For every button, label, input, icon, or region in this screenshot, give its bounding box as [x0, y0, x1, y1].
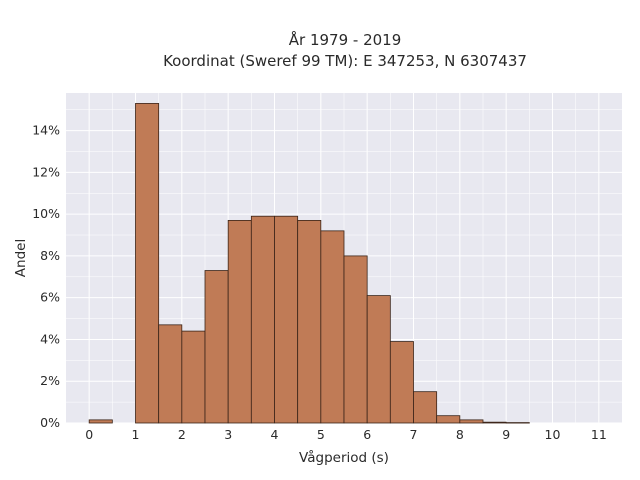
x-tick-label-4: 4: [271, 427, 279, 442]
y-tick-label-1: 2%: [40, 373, 60, 388]
x-tick-label-1: 1: [132, 427, 140, 442]
bar-10: [343, 255, 368, 424]
bar-2: [158, 324, 183, 424]
y-tick-label-4: 8%: [40, 248, 60, 263]
y-axis-label: Andel: [13, 239, 29, 277]
y-tick-label-0: 0%: [40, 415, 60, 430]
x-tick-label-6: 6: [363, 427, 371, 442]
y-tick-label-5: 10%: [32, 206, 60, 221]
bar-16: [482, 421, 507, 424]
x-tick-labels: 0 1 2 3 4 5 6 7 8 9 10 11: [85, 427, 607, 442]
bar-0: [88, 419, 113, 424]
y-tick-label-2: 4%: [40, 331, 60, 346]
bar-14: [436, 415, 461, 424]
x-tick-label-10: 10: [545, 427, 561, 442]
chart-title-line-2: Koordinat (Sweref 99 TM): E 347253, N 63…: [163, 52, 527, 70]
x-tick-label-9: 9: [502, 427, 510, 442]
bar-1: [135, 103, 160, 424]
bar-3: [181, 330, 206, 424]
y-tick-label-3: 6%: [40, 290, 60, 305]
x-tick-label-7: 7: [410, 427, 418, 442]
y-tick-label-7: 14%: [32, 123, 60, 138]
bar-12: [389, 341, 414, 424]
x-tick-label-3: 3: [224, 427, 232, 442]
bar-5: [227, 220, 252, 424]
bar-4: [204, 270, 229, 424]
bar-9: [320, 230, 345, 424]
bar-6: [250, 215, 275, 424]
x-axis-label: Vågperiod (s): [299, 449, 389, 466]
bar-8: [297, 220, 322, 424]
x-tick-label-11: 11: [591, 427, 607, 442]
x-tick-label-5: 5: [317, 427, 325, 442]
bar-15: [459, 419, 484, 424]
bar-17: [505, 422, 530, 424]
x-tick-label-2: 2: [178, 427, 186, 442]
y-tick-labels: 0% 2% 4% 6% 8% 10% 12% 14%: [32, 123, 60, 430]
histogram-bars: [88, 103, 530, 424]
x-tick-label-8: 8: [456, 427, 464, 442]
bar-13: [413, 391, 438, 424]
y-tick-label-6: 12%: [32, 164, 60, 179]
chart-title-line-1: År 1979 - 2019: [289, 30, 402, 49]
bar-7: [274, 215, 299, 424]
bar-11: [366, 295, 391, 424]
x-tick-label-0: 0: [85, 427, 93, 442]
